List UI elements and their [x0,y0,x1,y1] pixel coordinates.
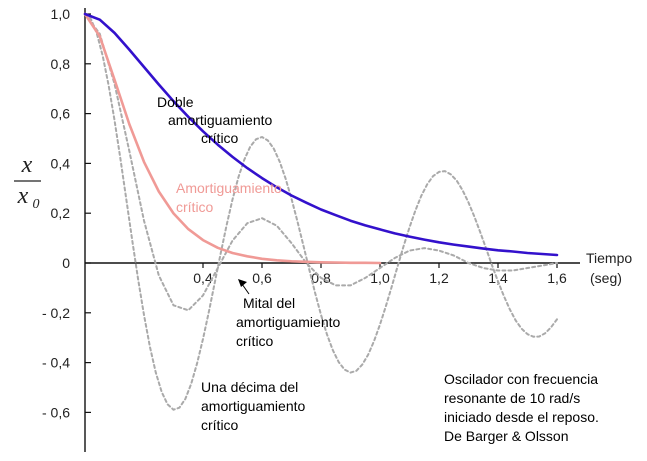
annotation-tenth-critical: Una décima del amortiguamiento crítico [201,379,309,433]
y-tick-label: - 0,4 [42,355,70,371]
x-tick-label: 0,4 [193,270,213,286]
annotation-critical: Amortiguamiento crítico [176,180,286,215]
x-tick-label: 1,6 [547,270,567,286]
series-line-critical [83,12,382,265]
x-tick-label: 1,0 [370,270,390,286]
y-axis-label-denominator-subscript: 0 [33,197,40,212]
series-line-tenth-critical [84,13,558,411]
series-line-half-critical [84,13,558,312]
x-tick-label: 1,2 [429,270,449,286]
x-axis-unit-label: (seg) [590,270,622,286]
annotation-half-critical: Mital del amortiguamiento crítico [236,295,344,349]
y-tick-label: - 0,2 [42,305,70,321]
y-axis-label-denominator: x [17,183,29,209]
y-tick-label: 1,0 [51,6,71,22]
x-tick-label: 1,4 [488,270,508,286]
y-tick-label: - 0,6 [42,404,70,420]
y-axis-label-numerator: x [21,152,33,178]
annotation-description: Oscilador con frecuencia resonante de 10… [444,371,603,444]
y-tick-label: 0,4 [51,155,71,171]
y-tick-label: 0 [62,255,70,271]
y-axis-label: x x 0 [14,152,41,212]
series-line-double-critical [83,12,559,257]
y-tick-label: 0,6 [51,106,71,122]
y-tick-label: 0,8 [51,56,71,72]
annotation-arrow [238,279,250,295]
x-tick-label: 0,6 [252,270,272,286]
annotation-double-critical: Doble amortiguamiento crítico [157,94,276,146]
y-tick-label: 0,2 [51,205,71,221]
x-axis-label: Tiempo [586,250,632,266]
